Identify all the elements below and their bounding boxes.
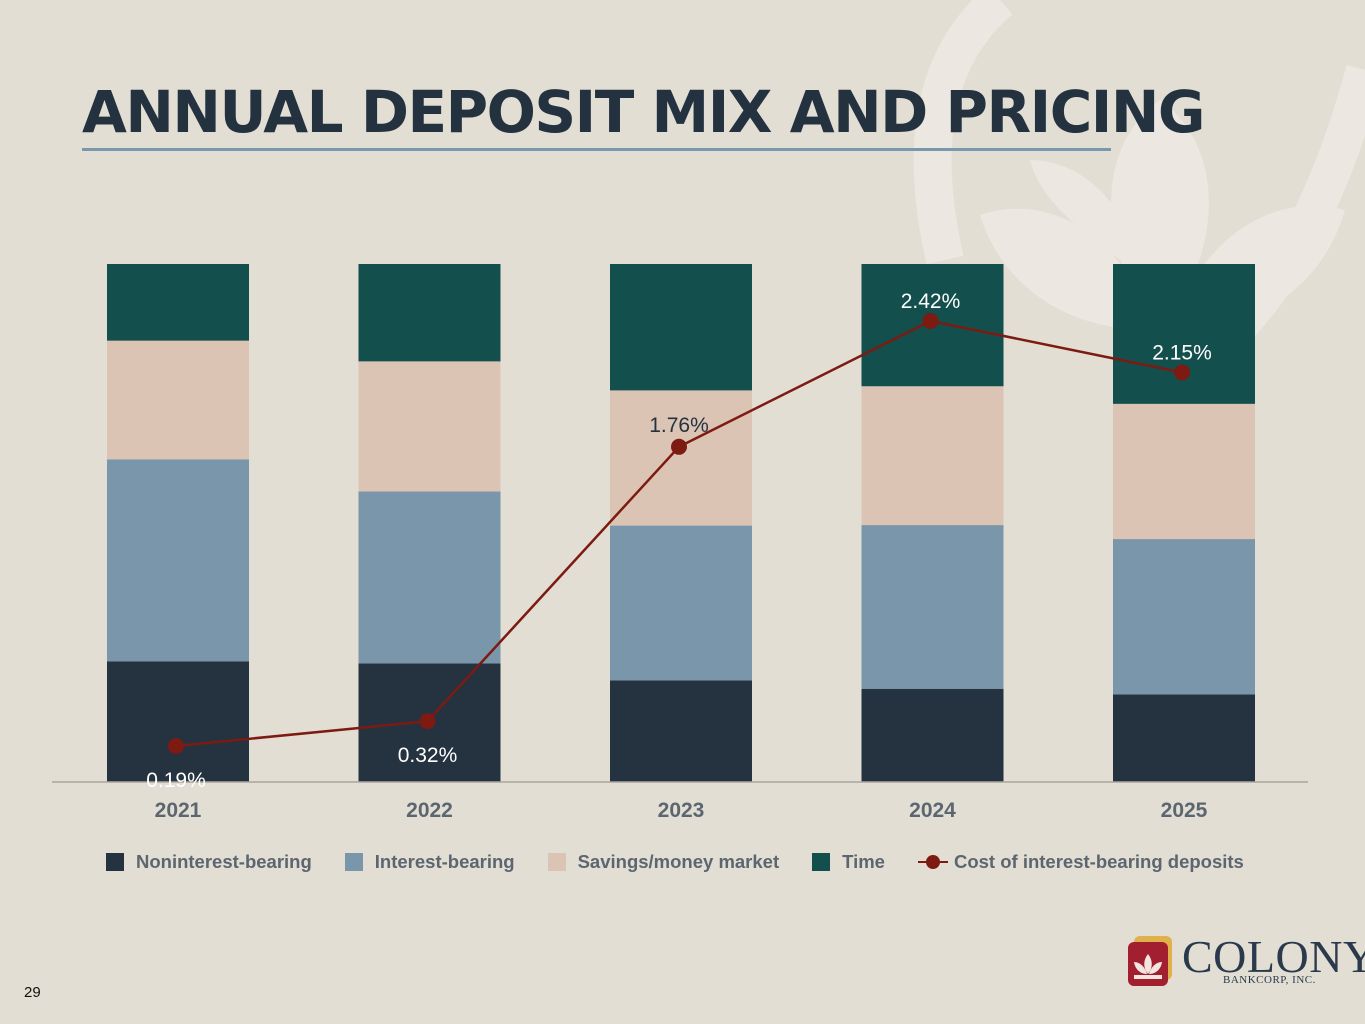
cost-marker-2023 xyxy=(671,438,687,455)
legend-swatch-time xyxy=(812,853,831,871)
x-tick-label-2025: 2025 xyxy=(1161,799,1208,822)
cost-markers xyxy=(168,313,1190,754)
bar-segment-interest-2024 xyxy=(861,525,1004,689)
cost-marker-2024 xyxy=(922,313,939,329)
x-tick-labels: 2021 2022 2023 2024 2025 xyxy=(155,799,1208,822)
logo-subtitle: BANKCORP, INC. xyxy=(1223,974,1316,986)
legend-item-noninterest: Noninterest-bearing xyxy=(106,851,312,873)
bar-segment-savings-2021 xyxy=(107,340,249,460)
bar-segment-noninterest-2025 xyxy=(1113,694,1255,782)
legend-swatch-savings xyxy=(547,853,566,871)
legend-swatch-interest xyxy=(344,853,363,871)
bar-segment-time-2023 xyxy=(610,264,752,391)
bar-segment-time-2021 xyxy=(107,264,249,341)
cost-label-2022: 0.32% xyxy=(398,744,458,767)
page-title: ANNUAL DEPOSIT MIX AND PRICING xyxy=(82,78,1206,146)
bar-segment-savings-2024 xyxy=(861,386,1004,526)
page-number: 29 xyxy=(24,984,41,1001)
bar-segment-noninterest-2023 xyxy=(610,680,752,782)
bar-segment-savings-2023 xyxy=(610,390,752,526)
title-underline xyxy=(82,148,1111,151)
cost-label-2024: 2.42% xyxy=(901,290,961,313)
bar-segment-savings-2022 xyxy=(358,361,501,492)
cost-data-labels: 0.19% 0.32% 1.76% 2.42% 2.15% xyxy=(146,290,1212,792)
legend-item-cost: Cost of interest-bearing deposits xyxy=(917,851,1244,873)
bar-segment-noninterest-2021 xyxy=(107,661,249,782)
legend-item-time: Time xyxy=(812,851,885,873)
x-tick-label-2022: 2022 xyxy=(406,799,453,822)
lotus-logo-icon xyxy=(1128,936,1172,986)
bar-segment-noninterest-2024 xyxy=(861,688,1004,782)
company-logo: COLONY BANKCORP, INC. xyxy=(1126,930,1365,990)
x-tick-label-2023: 2023 xyxy=(658,799,705,822)
bar-segment-time-2025 xyxy=(1113,264,1255,404)
legend-swatch-cost-line xyxy=(917,853,948,871)
legend-label-cost: Cost of interest-bearing deposits xyxy=(953,851,1244,872)
legend-label-interest: Interest-bearing xyxy=(374,851,515,872)
x-tick-label-2021: 2021 xyxy=(155,799,202,822)
cost-label-2025: 2.15% xyxy=(1152,341,1212,364)
legend-label-savings: Savings/money market xyxy=(577,851,780,872)
bar-segment-savings-2025 xyxy=(1113,403,1255,540)
legend-item-savings: Savings/money market xyxy=(547,851,780,873)
logo-wordmark: COLONY xyxy=(1182,931,1365,982)
legend-swatch-noninterest xyxy=(106,853,124,871)
bar-group xyxy=(107,264,1255,782)
deposit-mix-chart: 2021 2022 2023 2024 2025 0.19% 0.32% 1.76% 2.42… xyxy=(52,264,1308,822)
legend-label-noninterest: Noninterest-bearing xyxy=(136,851,312,872)
legend-label-time: Time xyxy=(842,851,885,872)
bar-segment-interest-2022 xyxy=(358,491,501,664)
cost-marker-2025 xyxy=(1174,364,1190,381)
legend-item-interest: Interest-bearing xyxy=(344,851,515,873)
bar-segment-interest-2023 xyxy=(610,525,752,681)
cost-marker-2022 xyxy=(419,713,436,730)
bar-segment-interest-2021 xyxy=(107,459,249,662)
chart-legend: Noninterest-bearing Interest-bearing Sav… xyxy=(106,850,1277,874)
bar-segment-time-2022 xyxy=(358,264,501,362)
cost-marker-2021 xyxy=(168,738,184,754)
x-tick-label-2024: 2024 xyxy=(909,799,956,822)
bar-segment-interest-2025 xyxy=(1113,539,1255,695)
cost-label-2023: 1.76% xyxy=(649,414,709,437)
cost-label-2021: 0.19% xyxy=(146,769,206,792)
